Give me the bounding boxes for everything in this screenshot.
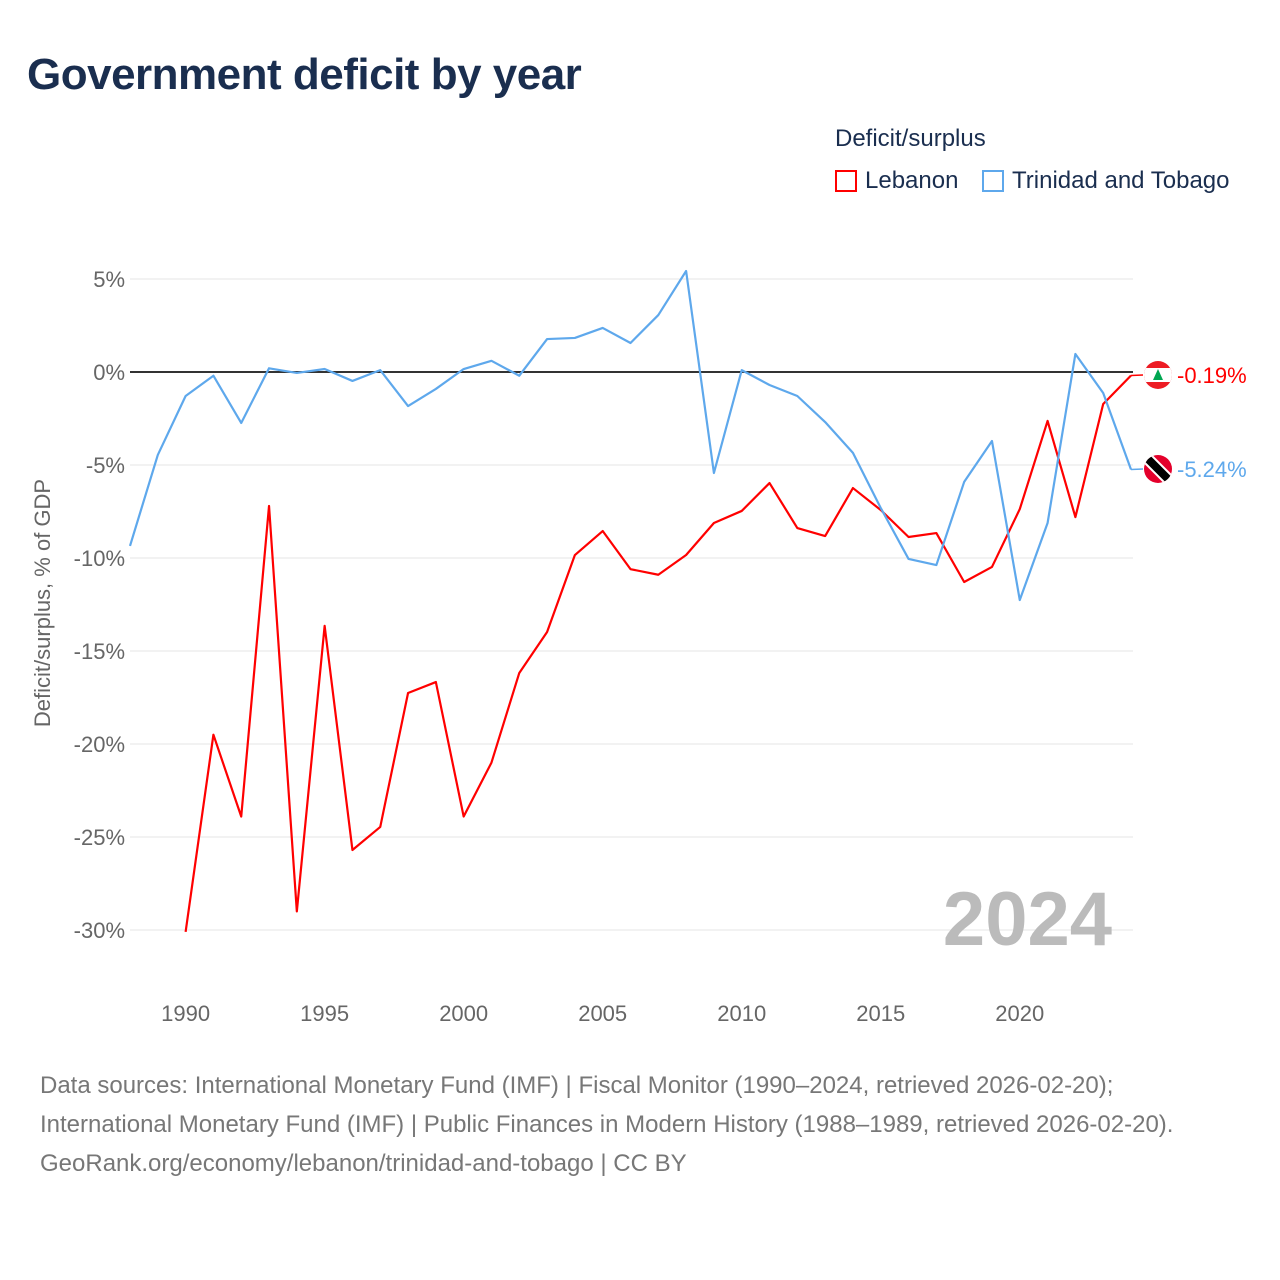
source-link[interactable]: GeoRank.org/economy/lebanon/trinidad-and… xyxy=(40,1150,687,1177)
x-tick-label: 2010 xyxy=(717,1001,766,1026)
y-tick-label: 0% xyxy=(93,360,125,385)
sources-text: Data sources: International Monetary Fun… xyxy=(40,1072,1174,1138)
x-tick-label: 1995 xyxy=(300,1001,349,1026)
end-connector xyxy=(1130,374,1144,377)
y-tick-label: -10% xyxy=(74,546,125,571)
y-tick-label: -20% xyxy=(74,732,125,757)
series-line-trinidad xyxy=(128,269,1133,602)
y-tick-label: -15% xyxy=(74,639,125,664)
end-value-label: -5.24% xyxy=(1177,457,1247,482)
y-axis-label: Deficit/surplus, % of GDP xyxy=(30,479,55,727)
legend-swatch xyxy=(982,170,1004,192)
trinidad-flag-icon xyxy=(1144,455,1172,483)
x-tick-label: 1990 xyxy=(161,1001,210,1026)
x-tick-label: 2015 xyxy=(856,1001,905,1026)
legend-label: Lebanon xyxy=(865,167,959,194)
x-tick-label: 2005 xyxy=(578,1001,627,1026)
lebanon-flag-icon xyxy=(1144,361,1172,389)
y-tick-label: 5% xyxy=(93,267,125,292)
series-line-lebanon xyxy=(184,374,1132,933)
chart-svg: 5% 0% -5% -10% -15% -20% -25% -30% 1990 1995 2000 2… xyxy=(30,267,1247,1026)
y-tick-label: -30% xyxy=(74,918,125,943)
end-value-label: -0.19% xyxy=(1177,363,1247,388)
legend-swatch xyxy=(835,170,857,192)
x-tick-label: 2000 xyxy=(439,1001,488,1026)
y-tick-label: -25% xyxy=(74,825,125,850)
legend-item-lebanon[interactable]: Lebanon xyxy=(835,167,958,195)
chart-title: Government deficit by year xyxy=(27,50,582,99)
x-tick-label: 2020 xyxy=(995,1001,1044,1026)
y-tick-label: -5% xyxy=(86,453,125,478)
legend-item-trinidad[interactable]: Trinidad and Tobago xyxy=(982,167,1230,195)
legend-label: Trinidad and Tobago xyxy=(1012,167,1230,194)
legend-title: Deficit/surplus xyxy=(835,125,986,152)
year-watermark: 2024 xyxy=(943,877,1112,962)
sources: Data sources: International Monetary Fun… xyxy=(40,1066,1240,1183)
